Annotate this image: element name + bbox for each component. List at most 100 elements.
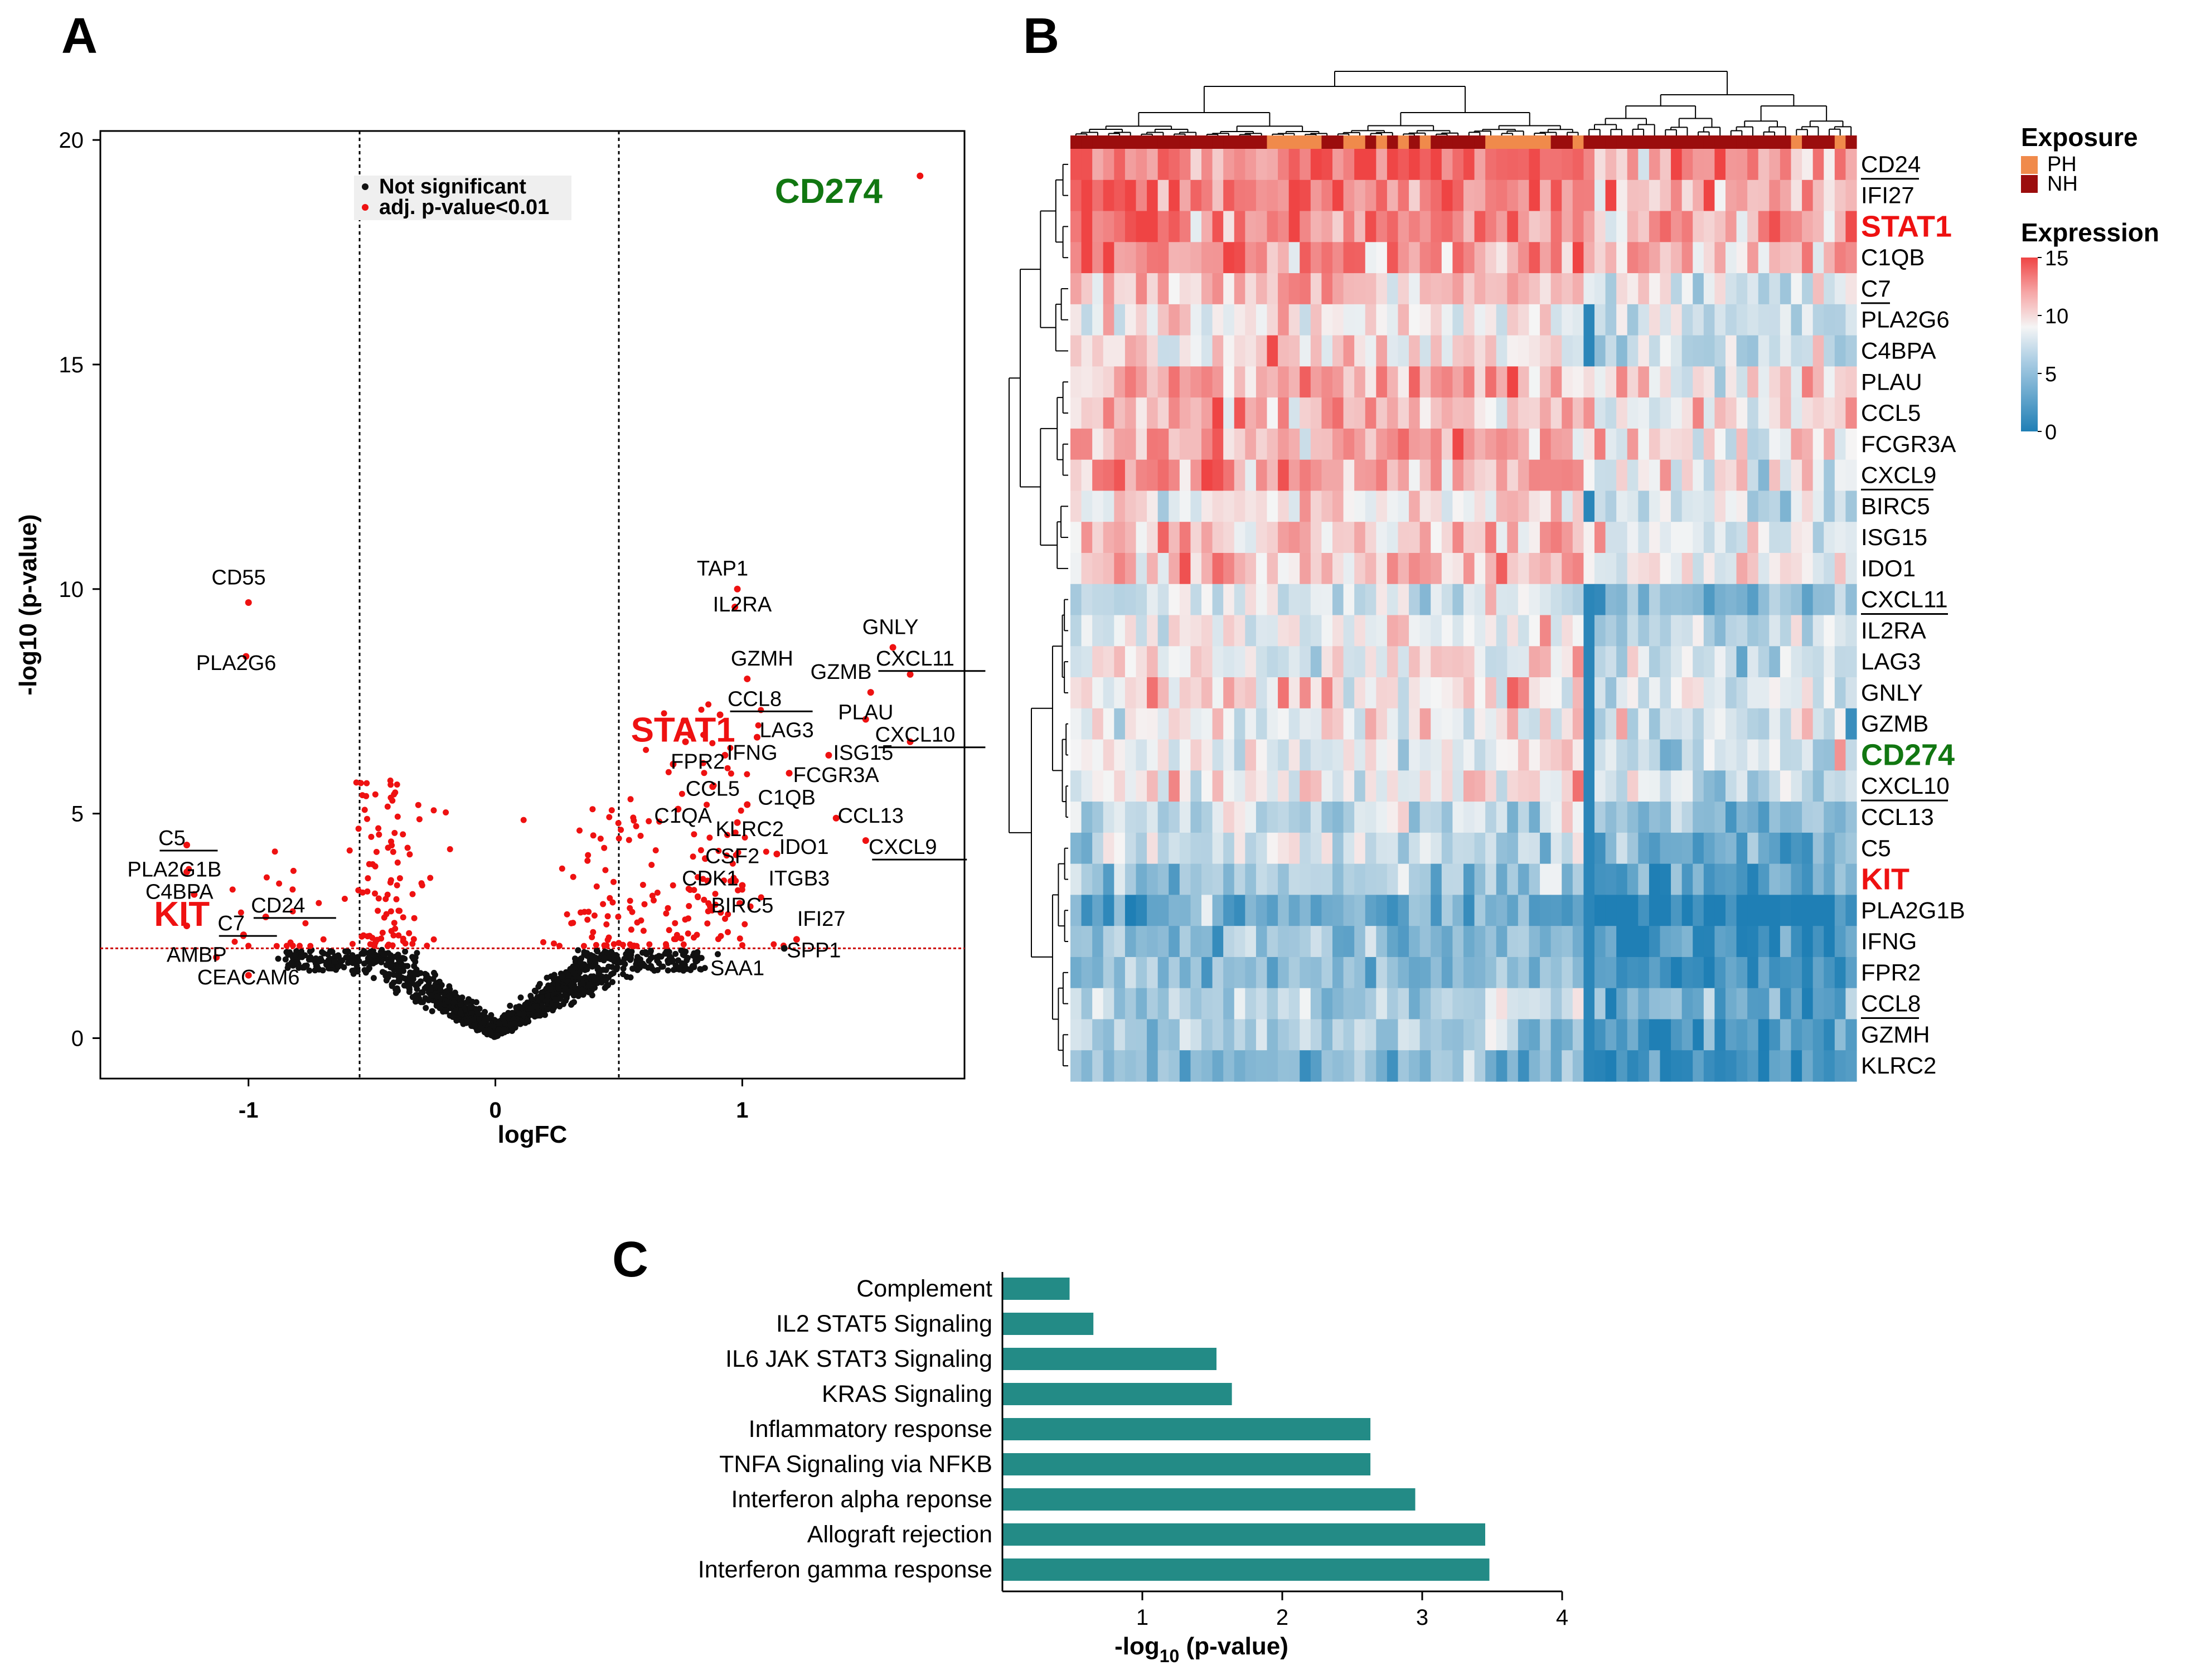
heatmap-cell [1529,211,1540,242]
heatmap-cell [1802,832,1814,865]
heatmap-cell [1583,895,1595,926]
heatmap-cell [1496,615,1508,647]
heatmap-cell [1529,397,1540,429]
enrichment-x-axis-label: -log10 (p-value) [1114,1633,1288,1666]
heatmap-cell [1824,459,1835,492]
heatmap-cell [1496,770,1508,802]
heatmap-cell [1474,242,1486,274]
volcano-point-sig [366,861,372,867]
heatmap-cell [1802,211,1814,242]
heatmap-cell [1638,863,1650,895]
heatmap-cell [1834,242,1846,274]
heatmap-cell [1409,615,1421,647]
heatmap-cell [1136,739,1147,771]
heatmap-cell [1824,956,1835,989]
heatmap-cell [1114,708,1126,740]
volcano-point-sig [374,936,380,943]
heatmap-cell [1103,895,1114,926]
volcano-point-labeled [243,653,250,660]
heatmap-cell [1157,211,1169,242]
heatmap-cell [1725,304,1737,336]
enrichment-category-label: IL2 STAT5 Signaling [776,1310,992,1337]
heatmap-cell [1758,988,1770,1020]
heatmap-cell [1398,646,1409,678]
volcano-point-nonsig [342,948,348,955]
heatmap-cell [1791,211,1802,242]
volcano-point-nonsig [442,1007,449,1013]
volcano-point-nonsig [549,1007,556,1014]
heatmap-cell [1802,615,1814,647]
legend-marker-sig [362,204,369,211]
enrichment-bar [1002,1523,1485,1546]
heatmap-cell [1070,335,1082,367]
heatmap-cell [1223,211,1235,242]
heatmap-cell [1463,179,1475,212]
volcano-point-nonsig [292,951,299,958]
volcano-point-sig [626,837,632,843]
heatmap-cell [1092,1050,1104,1082]
heatmap-cell [1485,179,1497,212]
heatmap-cell [1518,646,1530,678]
heatmap-cell [1114,522,1126,553]
heatmap-cell [1157,615,1169,647]
heatmap-cell [1845,459,1857,492]
heatmap-cell [1485,615,1497,647]
volcano-point-nonsig [604,949,610,956]
heatmap-cell [1605,895,1617,926]
heatmap-cell [1550,615,1562,647]
heatmap-cell [1780,956,1792,989]
heatmap-cell [1550,179,1562,212]
volcano-point-sig [661,710,667,717]
panel-letter-b: B [1023,8,1059,64]
volcano-point-sig [633,823,639,829]
heatmap-cell [1419,895,1431,926]
heatmap-cell [1660,428,1671,460]
heatmap-cell [1671,179,1683,212]
heatmap-cell [1092,895,1104,926]
heatmap-cell [1245,802,1257,833]
heatmap-cell [1714,179,1726,212]
heatmap-cell [1092,584,1104,616]
heatmap-cell [1540,895,1552,926]
heatmap-cell [1583,646,1595,678]
volcano-point-sig [368,833,375,840]
heatmap-cell [1278,552,1290,585]
volcano-point-sig [654,890,661,896]
heatmap-cell [1409,708,1421,740]
volcano-point-sig [651,897,657,904]
volcano-point-nonsig [676,966,682,973]
heatmap-cell [1441,149,1453,181]
heatmap-cell [1616,926,1628,958]
heatmap-cell [1834,397,1846,429]
heatmap-cell [1441,304,1453,336]
heatmap-cell [1256,335,1268,367]
volcano-point-sig [593,883,600,890]
volcano-point-nonsig [587,958,593,965]
heatmap-cell [1791,179,1802,212]
heatmap-cell [1616,988,1628,1020]
heatmap-cell [1812,708,1824,740]
heatmap-cell [1190,956,1202,989]
heatmap-cell [1212,895,1224,926]
heatmap-cell [1343,211,1355,242]
heatmap-cell [1223,895,1235,926]
heatmap-cell [1124,832,1137,865]
enrichment-bars [1002,1278,1490,1581]
heatmap-cell [1310,304,1322,336]
heatmap-cell [1747,335,1759,367]
heatmap-cell [1212,926,1224,958]
heatmap-cell [1365,677,1376,709]
heatmap-cell [1092,863,1104,895]
heatmap-cell [1223,770,1235,802]
heatmap-cell [1124,615,1137,647]
heatmap-cell [1288,149,1300,181]
exposure-annotation-cell [1081,135,1093,149]
heatmap-cell [1136,832,1147,865]
volcano-point-nonsig [547,986,553,993]
enrichment-bar [1002,1558,1490,1581]
heatmap-cell [1092,615,1104,647]
heatmap-cell [1703,304,1715,336]
heatmap-cell [1583,428,1595,460]
volcano-point-nonsig [517,994,524,1001]
